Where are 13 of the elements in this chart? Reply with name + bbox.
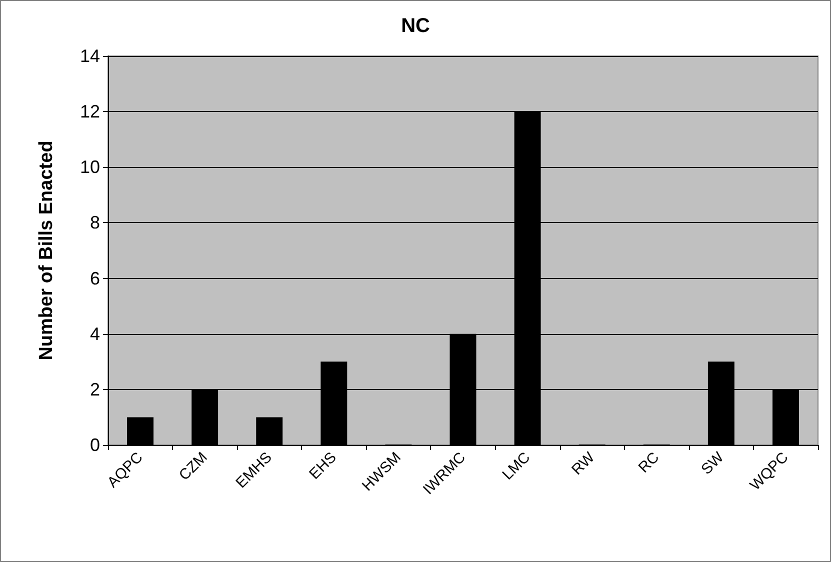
y-tick-label: 14 — [80, 46, 100, 66]
y-axis-title: Number of Bills Enacted — [36, 140, 57, 360]
y-tick-label: 12 — [80, 102, 100, 122]
x-tick-label: RC — [635, 448, 663, 476]
chart-title: NC — [401, 15, 430, 37]
y-tick-label: 8 — [90, 212, 100, 233]
y-tick-label: 6 — [90, 268, 100, 288]
x-tick-label: SW — [698, 448, 728, 478]
y-tick-label: 4 — [90, 324, 100, 344]
y-tick-label: 10 — [80, 157, 100, 178]
x-tick-label: RW — [568, 448, 599, 478]
y-tick-label: 2 — [90, 379, 100, 400]
y-tick-label: 0 — [90, 435, 100, 455]
